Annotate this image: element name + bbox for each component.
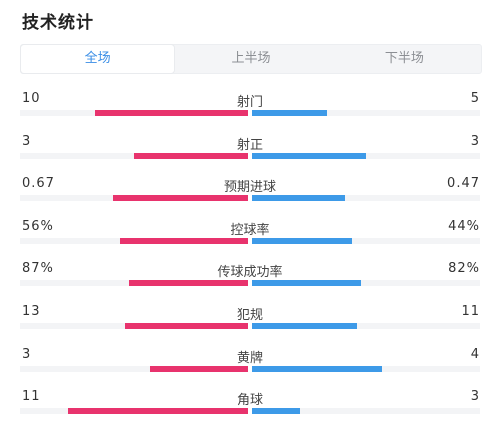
away-bar	[252, 280, 362, 287]
stat-label: 射门	[236, 95, 263, 110]
home-value: 0.67	[22, 176, 55, 192]
stat-label: 预期进球	[223, 180, 276, 196]
away-bar	[252, 408, 300, 415]
away-value: 82%	[448, 261, 480, 277]
home-value: 3	[22, 346, 32, 362]
stat-label: 传球成功率	[217, 265, 283, 281]
home-bar-track	[20, 195, 248, 202]
home-bar	[120, 237, 248, 244]
stat-row-shots-on-target: 3 射正 3	[0, 134, 500, 174]
away-value: 5	[470, 91, 480, 106]
home-value: 13	[22, 304, 41, 319]
stat-row-corners: 11 角球 3	[0, 389, 500, 429]
away-value: 3	[470, 389, 480, 405]
stat-label: 角球	[236, 393, 263, 409]
home-value: 10	[22, 91, 41, 106]
away-value: 0.47	[447, 176, 480, 192]
tab-full-match[interactable]: 全场	[21, 45, 175, 73]
home-value: 56%	[22, 218, 54, 234]
home-bar-track	[20, 110, 248, 116]
stat-row-shots: 10 射门 5	[0, 91, 500, 131]
away-value: 4	[470, 346, 480, 362]
home-bar-track	[20, 237, 248, 244]
home-bar-track	[20, 152, 248, 159]
away-bar-track	[252, 408, 480, 415]
away-value: 44%	[448, 218, 480, 234]
away-bar-track	[252, 323, 480, 329]
home-bar	[129, 280, 248, 287]
away-bar-track	[252, 365, 480, 372]
away-bar	[252, 237, 353, 244]
away-bar	[252, 152, 366, 159]
home-bar-track	[20, 408, 248, 415]
away-bar-track	[252, 280, 480, 287]
period-tabs: 全场 上半场 下半场	[20, 44, 482, 74]
home-value: 87%	[22, 261, 54, 277]
stat-row-yellow-cards: 3 黄牌 4	[0, 347, 500, 387]
home-bar-track	[20, 323, 248, 329]
stat-row-fouls: 13 犯规 11	[0, 304, 500, 344]
home-bar	[134, 152, 248, 159]
stat-row-expected-goals: 0.67 预期进球 0.47	[0, 176, 500, 216]
stat-label: 黄牌	[236, 350, 263, 366]
away-value: 11	[461, 304, 480, 319]
home-bar	[149, 365, 248, 372]
away-value: 3	[470, 133, 480, 149]
home-bar	[124, 323, 248, 329]
home-bar-track	[20, 280, 248, 287]
away-bar-track	[252, 195, 480, 202]
away-bar	[252, 365, 382, 372]
stat-row-possession: 56% 控球率 44%	[0, 219, 500, 259]
home-bar	[113, 195, 248, 202]
away-bar	[252, 195, 346, 202]
home-bar-track	[20, 365, 248, 372]
stat-label: 射正	[236, 137, 263, 153]
tab-second-half[interactable]: 下半场	[384, 51, 424, 66]
stat-label: 控球率	[230, 222, 270, 238]
home-value: 11	[22, 389, 41, 405]
away-bar-track	[252, 110, 480, 116]
away-bar	[252, 110, 328, 116]
stat-label: 犯规	[236, 308, 263, 323]
away-bar-track	[252, 237, 480, 244]
home-bar	[67, 408, 248, 415]
away-bar	[252, 323, 357, 329]
stat-row-pass-accuracy: 87% 传球成功率 82%	[0, 261, 500, 301]
tab-first-half[interactable]: 上半场	[231, 51, 271, 66]
home-bar	[95, 110, 248, 116]
page-title: 技术统计	[22, 13, 94, 33]
home-value: 3	[22, 133, 32, 149]
away-bar-track	[252, 152, 480, 159]
